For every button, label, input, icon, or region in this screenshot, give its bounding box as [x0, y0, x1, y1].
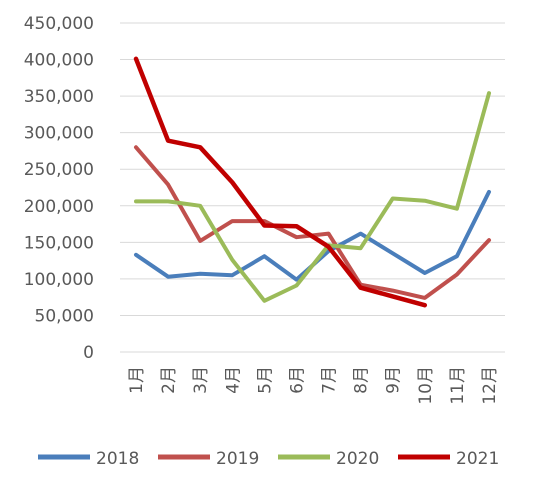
y-tick-label: 50,000	[35, 306, 94, 326]
x-tick-label: 10月	[416, 366, 436, 405]
legend-label-2019: 2019	[216, 449, 259, 469]
x-tick-label: 7月	[320, 366, 340, 394]
y-tick-label: 250,000	[24, 160, 94, 180]
x-tick-label: 9月	[384, 366, 404, 394]
x-tick-label: 2月	[159, 366, 179, 394]
x-tick-label: 12月	[480, 366, 500, 405]
series-line-2021	[133, 56, 428, 308]
x-tick-label: 8月	[352, 366, 372, 394]
x-tick-label: 11月	[448, 366, 468, 405]
y-tick-label: 150,000	[24, 233, 94, 253]
x-tick-label: 3月	[191, 366, 211, 394]
gridlines	[120, 22, 505, 316]
y-tick-label: 400,000	[24, 51, 94, 71]
x-tick-label: 6月	[287, 366, 307, 394]
series-lines	[133, 56, 491, 308]
y-tick-label: 200,000	[24, 197, 94, 217]
y-tick-label: 300,000	[24, 124, 94, 144]
axes: 0 50,000 100,000 150,000 200,000 250,000 300,0…	[24, 14, 505, 405]
legend-label-2021: 2021	[456, 449, 499, 469]
x-tick-label: 1月	[127, 366, 147, 394]
x-tick-label: 5月	[255, 366, 275, 394]
legend-label-2018: 2018	[96, 449, 139, 469]
y-tick-label: 100,000	[24, 270, 94, 290]
series-line-2020	[134, 91, 491, 303]
y-tick-label: 450,000	[24, 14, 94, 34]
y-tick-label: 0	[83, 343, 94, 363]
x-tick-label: 4月	[223, 366, 243, 394]
y-tick-label: 350,000	[24, 87, 94, 107]
legend-label-2020: 2020	[336, 449, 379, 469]
legend: 2018 2019 2020 2021	[38, 449, 499, 469]
